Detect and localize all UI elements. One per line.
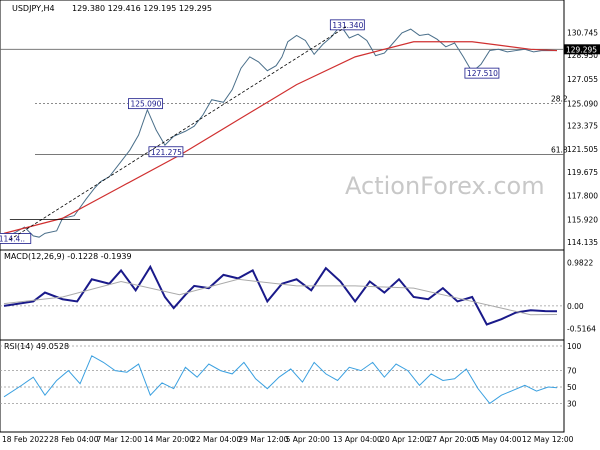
price-panel — [0, 0, 565, 251]
y-tick-label: 70 — [567, 367, 577, 376]
price-annotation: 114.4.. — [0, 234, 25, 243]
x-tick-label: 5 Apr 20:00 — [286, 435, 330, 444]
fib-level-label: 61.8 — [551, 146, 568, 155]
price-annotation: 127.510 — [467, 69, 498, 78]
y-tick-label: 0.00 — [567, 302, 584, 311]
trendline — [9, 26, 347, 241]
x-tick-label: 22 Mar 04:00 — [191, 435, 241, 444]
x-axis: 18 Feb 2022 28 Feb 04:007 Mar 12:00 14 Mar… — [2, 435, 574, 444]
chart-title: USDJPY,H4 — [12, 4, 55, 13]
macd-layer: 0.9822 0.00 -0.5164 — [0, 258, 596, 334]
y-tick-label: 100 — [567, 342, 582, 351]
ma-line — [3, 41, 558, 234]
x-tick-label: 13 Apr 04:00 — [333, 435, 382, 444]
macd-panel — [0, 249, 565, 341]
price-line — [3, 24, 558, 239]
price-annotation-box — [0, 233, 32, 244]
price-annotation: 121.275 — [151, 148, 182, 157]
signal-line — [3, 278, 558, 316]
x-tick-label: 27 Apr 20:00 — [427, 435, 476, 444]
rsi-label: RSI(14) 49.0528 — [4, 342, 69, 351]
y-tick-label: 119.675 — [567, 168, 598, 177]
y-tick-label: 128.950 — [567, 51, 598, 60]
y-tick-label: 117.800 — [567, 192, 598, 201]
price-annotation-box — [148, 146, 184, 158]
y-tick-label: 50 — [567, 383, 577, 392]
price-annotation-box — [464, 67, 500, 79]
price-layer: 130.745 128.950 127.055 125.090 123.375 121.5… — [0, 19, 600, 247]
y-tick-label: 127.055 — [567, 75, 598, 84]
x-tick-label: 29 Mar 12:00 — [238, 435, 288, 444]
price-annotation: 125.090 — [130, 100, 161, 109]
y-tick-label: -0.5164 — [567, 325, 596, 334]
x-tick-label: 18 Feb 2022 — [2, 435, 49, 444]
x-tick-label: 5 May 04:00 — [475, 435, 522, 444]
y-tick-label: 130.745 — [567, 28, 598, 37]
watermark: ActionForex.com — [345, 172, 545, 200]
price-annotation-box — [329, 19, 365, 31]
price-annotation: 131.340 — [332, 21, 363, 30]
y-tick-label: 114.135 — [567, 238, 598, 247]
x-tick-label: 20 Apr 12:00 — [380, 435, 429, 444]
y-tick-label: 125.090 — [567, 100, 598, 109]
y-tick-label: 123.375 — [567, 121, 598, 130]
x-tick-label: 7 Mar 12:00 — [97, 435, 143, 444]
x-tick-label: 12 May 12:00 — [522, 435, 574, 444]
x-tick-label: 14 Mar 20:00 — [144, 435, 194, 444]
rsi-layer: 100 70 50 30 — [0, 342, 582, 408]
rsi-panel — [0, 339, 565, 433]
y-tick-label: 0.9822 — [567, 258, 593, 267]
macd-line — [3, 264, 558, 326]
x-tick-label: 28 Feb 04:00 — [49, 435, 98, 444]
y-tick-label: 115.920 — [567, 215, 598, 224]
y-tick-label: 121.505 — [567, 145, 598, 154]
ohlc-readout: 129.380 129.416 129.195 129.295 — [72, 4, 212, 13]
macd-label: MACD(12,26,9) -0.1228 -0.1939 — [4, 252, 132, 261]
fib-level-label: 28.2 — [551, 95, 568, 104]
rsi-line — [3, 355, 558, 405]
current-price-box — [564, 44, 600, 55]
current-price-label: 129.295 — [566, 45, 597, 54]
y-tick-label: 30 — [567, 399, 577, 408]
price-annotation-box — [128, 98, 163, 110]
